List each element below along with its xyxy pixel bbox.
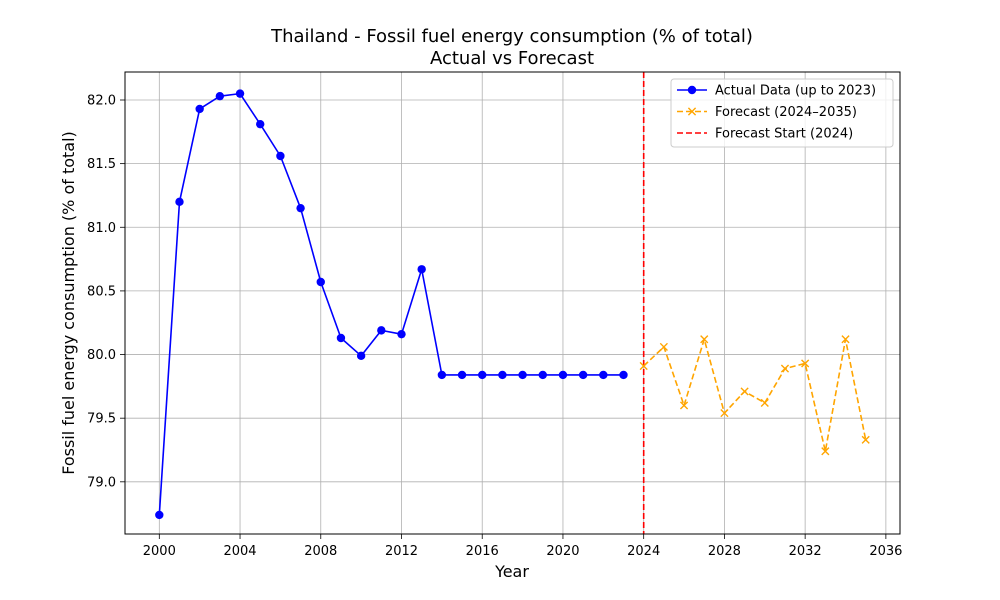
legend-item-forecast-start: Forecast Start (2024) bbox=[677, 127, 853, 142]
x-tick-label: 2020 bbox=[546, 544, 579, 559]
y-tick-label: 79.0 bbox=[87, 475, 116, 490]
chart-subtitle: Actual vs Forecast bbox=[430, 48, 594, 69]
x-axis-ticks: 2000 2004 2008 2012 2016 2020 2024 2028 2032 2036 bbox=[143, 534, 902, 559]
legend-item-actual: Actual Data (up to 2023) bbox=[677, 84, 876, 99]
data-point bbox=[780, 364, 790, 373]
y-axis-label: Fossil fuel energy consumption (% of tot… bbox=[59, 131, 78, 475]
data-point bbox=[679, 401, 689, 410]
legend-label: Forecast (2024–2035) bbox=[715, 105, 857, 120]
data-point bbox=[659, 342, 668, 352]
y-tick-label: 81.5 bbox=[87, 157, 116, 172]
data-point bbox=[336, 333, 346, 343]
data-point bbox=[821, 447, 830, 456]
data-point bbox=[599, 370, 608, 380]
x-tick-label: 2012 bbox=[385, 544, 418, 559]
chart-title: Thailand - Fossil fuel energy consumptio… bbox=[270, 26, 753, 47]
y-axis-ticks: 79.0 79.5 80.0 80.5 81.0 81.5 82.0 bbox=[87, 94, 125, 490]
x-tick-label: 2016 bbox=[466, 544, 499, 559]
data-point bbox=[175, 197, 184, 207]
data-point bbox=[639, 361, 648, 371]
series bbox=[155, 89, 870, 520]
data-point bbox=[296, 203, 305, 213]
data-point bbox=[377, 326, 386, 335]
x-axis-label: Year bbox=[494, 562, 529, 581]
x-tick-label: 2028 bbox=[708, 544, 741, 559]
data-point bbox=[538, 370, 547, 380]
data-point bbox=[417, 265, 426, 274]
x-tick-label: 2000 bbox=[143, 544, 176, 559]
data-point bbox=[316, 277, 325, 287]
data-point bbox=[841, 335, 850, 344]
legend-marker bbox=[687, 85, 697, 95]
data-point bbox=[155, 510, 164, 520]
y-tick-label: 80.5 bbox=[87, 284, 116, 299]
data-point bbox=[256, 119, 265, 129]
data-point bbox=[619, 370, 628, 380]
grid bbox=[125, 72, 900, 534]
y-tick-label: 82.0 bbox=[87, 94, 116, 109]
data-point bbox=[437, 370, 447, 380]
legend: Actual Data (up to 2023) Forecast (2024–2… bbox=[670, 78, 894, 148]
data-point bbox=[558, 370, 568, 380]
data-point bbox=[498, 370, 507, 380]
legend-item-forecast: Forecast (2024–2035) bbox=[677, 105, 857, 120]
data-point bbox=[356, 351, 366, 361]
data-point bbox=[215, 91, 225, 101]
x-tick-label: 2004 bbox=[223, 544, 256, 559]
y-tick-label: 80.0 bbox=[87, 348, 116, 363]
legend-label: Actual Data (up to 2023) bbox=[715, 84, 876, 99]
data-point bbox=[397, 329, 406, 339]
data-point bbox=[235, 89, 245, 98]
y-tick-label: 81.0 bbox=[87, 221, 116, 236]
data-point bbox=[740, 387, 749, 396]
x-tick-label: 2036 bbox=[869, 544, 902, 559]
data-point bbox=[578, 370, 588, 380]
x-tick-label: 2032 bbox=[789, 544, 822, 559]
series-forecast bbox=[639, 335, 870, 456]
legend-label: Forecast Start (2024) bbox=[715, 127, 853, 142]
legend-box bbox=[670, 78, 894, 148]
series-actual bbox=[155, 89, 628, 520]
x-tick-label: 2024 bbox=[627, 544, 660, 559]
data-point bbox=[518, 370, 527, 380]
x-tick-label: 2008 bbox=[304, 544, 337, 559]
data-point bbox=[801, 359, 810, 368]
data-point bbox=[195, 104, 204, 114]
data-point bbox=[276, 151, 285, 161]
legend-marker bbox=[687, 107, 697, 116]
data-point bbox=[478, 370, 487, 380]
data-point bbox=[700, 335, 709, 344]
data-point bbox=[457, 370, 467, 380]
data-point bbox=[861, 435, 870, 444]
data-point bbox=[760, 398, 769, 408]
plot-frame bbox=[124, 71, 901, 535]
y-tick-label: 79.5 bbox=[87, 412, 116, 427]
data-point bbox=[720, 408, 729, 418]
